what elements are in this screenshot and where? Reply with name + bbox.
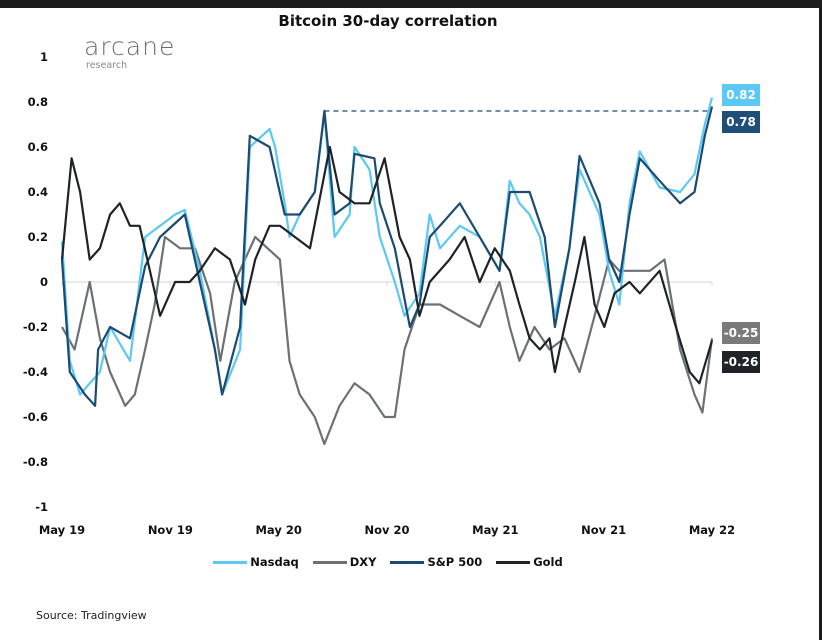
x-tick-label: May 20 bbox=[255, 523, 301, 537]
legend-label: Nasdaq bbox=[250, 555, 299, 569]
x-tick-label: May 21 bbox=[472, 523, 518, 537]
legend-swatch bbox=[390, 560, 425, 564]
gold-end-label: -0.26 bbox=[722, 351, 760, 373]
arcane-research-logo: arcane research bbox=[84, 32, 176, 72]
series-line-sp500 bbox=[60, 106, 714, 407]
x-tick-label: Nov 21 bbox=[581, 523, 626, 537]
x-tick-label: Nov 20 bbox=[364, 523, 409, 537]
legend-item-nasdaq: Nasdaq bbox=[213, 555, 299, 569]
nasdaq-end-label: 0.82 bbox=[722, 84, 760, 106]
x-tick-label: May 19 bbox=[39, 523, 85, 537]
y-tick-label: -0.8 bbox=[23, 455, 48, 469]
top-frame-bar bbox=[0, 0, 822, 8]
y-tick-label: -0.6 bbox=[23, 410, 48, 424]
y-tick-label: 0.2 bbox=[28, 230, 48, 244]
legend: Nasdaq DXY S&P 500 Gold bbox=[0, 555, 776, 569]
legend-swatch bbox=[496, 560, 531, 564]
legend-label: S&P 500 bbox=[427, 555, 483, 569]
source-note: Source: Tradingview bbox=[36, 609, 147, 622]
series-line-dxy bbox=[61, 235, 714, 446]
y-tick-label: 0 bbox=[40, 275, 48, 289]
legend-swatch bbox=[213, 560, 248, 564]
y-tick-label: -0.4 bbox=[23, 365, 48, 379]
legend-label: DXY bbox=[349, 555, 377, 569]
sp500-end-label: 0.78 bbox=[722, 111, 760, 133]
dxy-end-label: -0.25 bbox=[722, 322, 760, 344]
legend-item-dxy: DXY bbox=[312, 555, 377, 569]
series-line-nasdaq bbox=[60, 97, 714, 396]
chart-title: Bitcoin 30-day correlation bbox=[278, 12, 498, 30]
x-tick-label: May 22 bbox=[689, 523, 735, 537]
y-tick-label: 0.4 bbox=[28, 185, 48, 199]
series-line-gold bbox=[60, 145, 714, 385]
y-tick-label: -1 bbox=[35, 500, 48, 514]
y-tick-label: 0.6 bbox=[28, 140, 48, 154]
y-tick-label: 1 bbox=[40, 50, 48, 64]
x-tick-label: Nov 19 bbox=[148, 523, 193, 537]
y-tick-label: -0.2 bbox=[23, 320, 48, 334]
legend-item-gold: Gold bbox=[496, 555, 563, 569]
right-frame-bar bbox=[819, 0, 822, 640]
y-tick-label: 0.8 bbox=[28, 95, 48, 109]
legend-swatch bbox=[312, 560, 347, 564]
logo-main: arcane bbox=[84, 32, 176, 61]
legend-label: Gold bbox=[533, 555, 563, 569]
legend-item-sp500: S&P 500 bbox=[390, 555, 482, 569]
logo-sub: research bbox=[86, 60, 128, 71]
